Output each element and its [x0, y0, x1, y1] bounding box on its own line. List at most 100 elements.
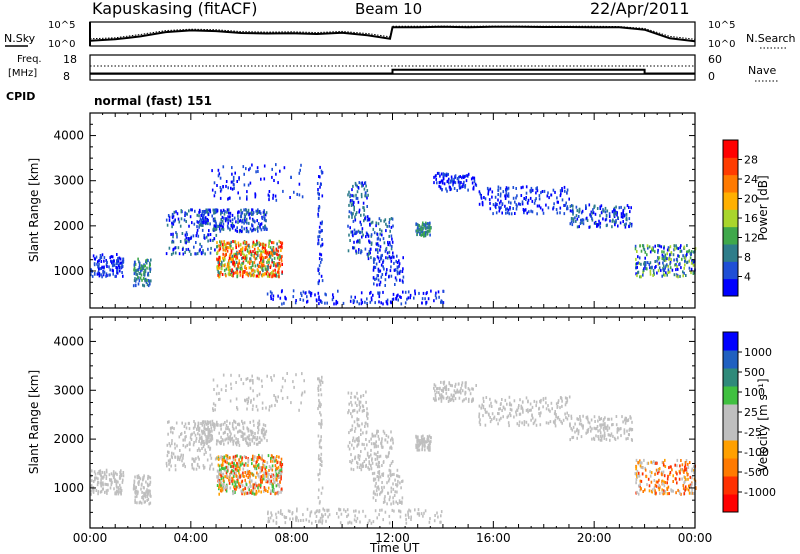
velocity-cell [680, 468, 683, 471]
power-cell [489, 187, 492, 191]
velocity-cell [241, 484, 244, 488]
velocity-cell [144, 495, 147, 499]
power-cell [550, 193, 553, 197]
velocity-cell [398, 509, 401, 513]
power-cell [243, 172, 245, 176]
velocity-cell [190, 438, 193, 441]
power-cell [165, 218, 168, 222]
power-cell [138, 279, 141, 283]
velocity-cell [223, 467, 225, 471]
velocity-cell [120, 491, 122, 495]
power-cell [620, 205, 622, 209]
velocity-cell [233, 485, 235, 489]
power-cell [651, 246, 654, 250]
power-cell [383, 219, 385, 223]
power-cell [692, 261, 694, 265]
velocity-cell [236, 480, 239, 484]
power-cell [693, 271, 695, 275]
velocity-cell [367, 466, 369, 470]
power-cell [222, 256, 224, 260]
velocity-cell [107, 483, 109, 487]
power-cell [222, 208, 225, 212]
velocity-cell [371, 461, 374, 465]
power-cell [499, 194, 502, 198]
power-cell [230, 272, 233, 276]
velocity-cell [484, 408, 486, 411]
power-cell [233, 252, 235, 256]
velocity-cell [339, 508, 342, 512]
power-cell [220, 262, 222, 266]
power-cell [251, 261, 254, 265]
velocity-cell [221, 461, 224, 465]
velocity-cell [266, 439, 268, 443]
power-cells [90, 163, 697, 306]
velocity-cell [105, 468, 108, 472]
velocity-cell [320, 452, 323, 456]
power-cell [585, 204, 587, 208]
power-cell [382, 302, 384, 306]
velocity-cell [250, 432, 253, 436]
power-cell [271, 291, 273, 295]
power-cell [238, 266, 240, 270]
power-cell [318, 230, 320, 234]
velocity-cell [98, 470, 100, 473]
power-cell [564, 203, 566, 207]
power-cell [99, 254, 102, 257]
power-cell [230, 260, 233, 264]
velocity-cell [360, 428, 362, 432]
velocity-cell [226, 427, 229, 431]
power-cell [669, 260, 672, 264]
velocity-cell [463, 398, 465, 402]
velocity-cell [203, 424, 206, 427]
velocity-cell [351, 424, 354, 428]
velocity-cell [376, 516, 378, 520]
power-cell [136, 268, 139, 272]
velocity-cell [687, 488, 690, 492]
velocity-cell [104, 482, 106, 486]
velocity-cell [682, 487, 685, 491]
power-cell [259, 255, 261, 259]
velocity-cell [378, 465, 381, 469]
power-cell [505, 195, 507, 199]
power-cell [523, 211, 525, 215]
power-cell [441, 188, 443, 192]
velocity-cell [184, 435, 186, 439]
velocity-cell [634, 472, 637, 476]
velocity-cell [246, 377, 249, 381]
velocity-cell [216, 456, 219, 460]
velocity-cell [216, 484, 219, 487]
velocity-cell [382, 472, 385, 476]
power-cell [353, 246, 356, 250]
velocity-cell [661, 490, 664, 494]
power-cell [261, 242, 264, 246]
velocity-cell [255, 464, 257, 468]
power-cell [658, 244, 661, 248]
power-cell [202, 215, 204, 219]
velocity-cell [235, 443, 238, 447]
power-cell [272, 241, 275, 245]
power-cell [353, 228, 356, 232]
power-cell [563, 204, 565, 207]
power-cell [358, 248, 360, 252]
velocity-cell [222, 373, 225, 377]
power-cell [98, 274, 101, 278]
velocity-cell [354, 395, 357, 399]
power-cell [265, 268, 268, 272]
velocity-cell [253, 483, 256, 487]
power-cell [379, 245, 382, 249]
power-cell [331, 298, 334, 302]
power-cell [228, 256, 231, 260]
power-cell [552, 188, 555, 192]
power-cell [436, 171, 439, 175]
velocity-cell [244, 437, 246, 441]
velocity-cell [658, 467, 661, 471]
velocity-cell [220, 483, 222, 487]
power-cell [207, 247, 209, 251]
freq-right-tick-bottom: 0 [708, 70, 715, 83]
velocity-cell [168, 442, 171, 446]
power-cell [400, 296, 402, 299]
velocity-cell [115, 492, 117, 496]
velocity-cell [120, 469, 122, 473]
power-cell [399, 269, 402, 273]
velocity-cell [194, 459, 196, 463]
